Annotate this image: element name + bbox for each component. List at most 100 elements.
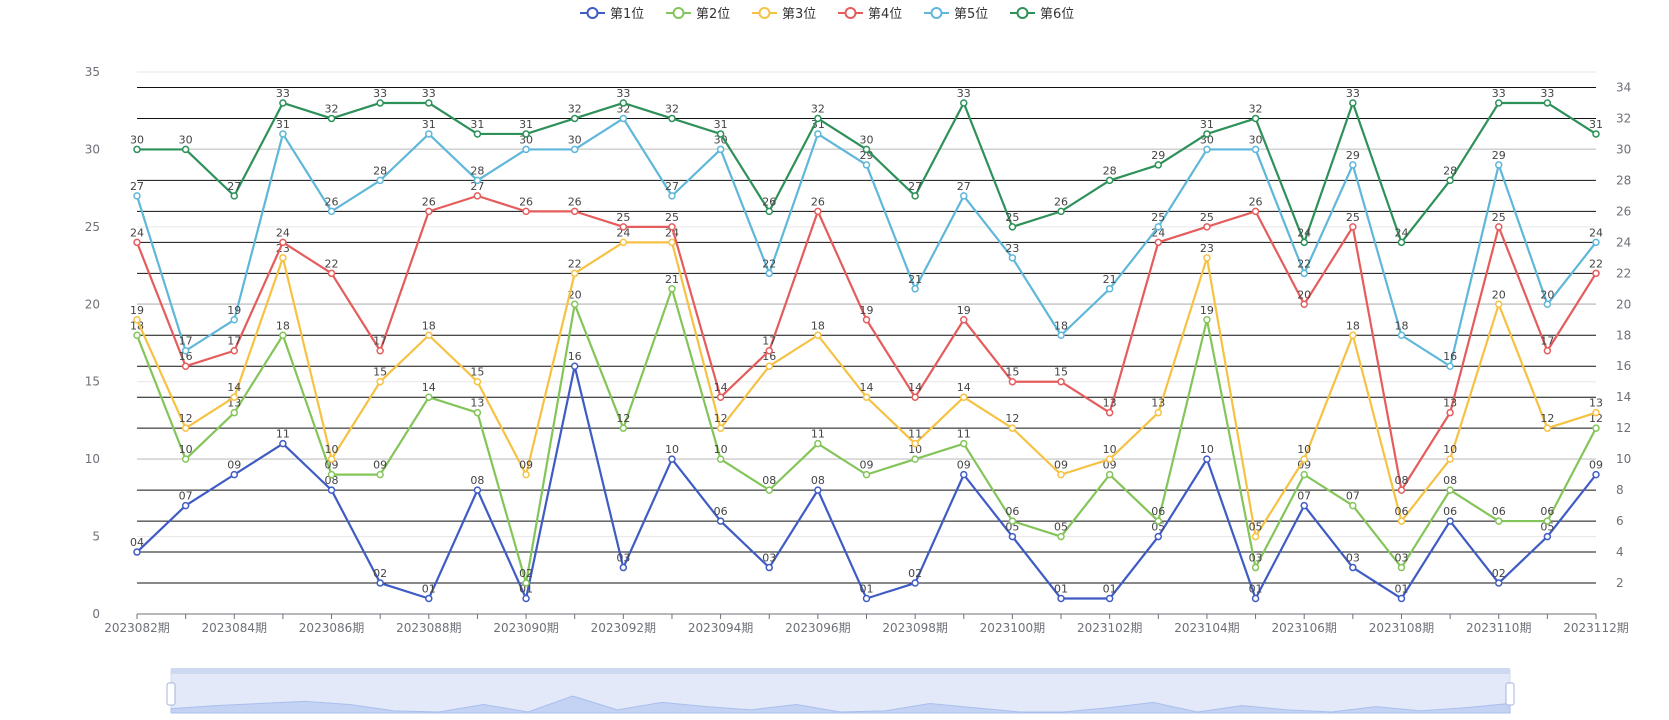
data-point[interactable] <box>1154 223 1163 231</box>
data-point[interactable] <box>911 439 919 448</box>
data-point[interactable] <box>181 424 190 432</box>
data-point[interactable] <box>1251 114 1260 123</box>
data-point[interactable] <box>181 145 190 154</box>
zoom-handle-right[interactable] <box>1505 682 1515 706</box>
data-point[interactable] <box>814 114 822 123</box>
data-point[interactable] <box>1592 424 1600 432</box>
data-point[interactable] <box>522 130 530 138</box>
data-point[interactable] <box>1057 532 1065 541</box>
data-point[interactable] <box>716 455 725 463</box>
data-point[interactable] <box>765 269 773 278</box>
data-point[interactable] <box>1349 99 1357 107</box>
data-point[interactable] <box>279 439 287 448</box>
data-point[interactable] <box>619 563 628 572</box>
data-point[interactable] <box>814 331 822 340</box>
data-point[interactable] <box>619 223 628 231</box>
data-point[interactable] <box>376 176 384 185</box>
data-point[interactable] <box>765 207 773 216</box>
data-point[interactable] <box>814 439 822 448</box>
data-point[interactable] <box>473 192 482 200</box>
data-point[interactable] <box>619 99 628 107</box>
data-point[interactable] <box>1154 517 1163 525</box>
data-point[interactable] <box>911 455 919 463</box>
data-point[interactable] <box>570 300 579 309</box>
data-point[interactable] <box>425 130 433 138</box>
data-point[interactable] <box>1154 238 1163 247</box>
legend-item-4[interactable]: 第4位 <box>838 7 902 22</box>
data-point[interactable] <box>765 346 773 355</box>
data-point[interactable] <box>1543 300 1552 309</box>
data-point[interactable] <box>911 285 919 293</box>
data-point[interactable] <box>1057 331 1065 340</box>
legend-item-6[interactable]: 第6位 <box>1010 7 1074 22</box>
data-point[interactable] <box>230 316 239 324</box>
data-point[interactable] <box>1251 532 1260 541</box>
zoom-handle-left[interactable] <box>166 682 176 706</box>
data-point[interactable] <box>230 346 239 355</box>
data-point[interactable] <box>668 114 676 123</box>
data-point[interactable] <box>522 594 530 603</box>
data-point[interactable] <box>1105 285 1114 293</box>
data-point[interactable] <box>1057 470 1065 479</box>
data-point[interactable] <box>814 486 822 494</box>
data-point[interactable] <box>911 393 919 401</box>
data-point[interactable] <box>1446 408 1454 417</box>
data-point[interactable] <box>425 331 433 340</box>
data-point[interactable] <box>1251 563 1260 572</box>
data-point[interactable] <box>1397 486 1406 494</box>
legend-item-2[interactable]: 第2位 <box>666 7 730 22</box>
data-point[interactable] <box>1154 532 1163 541</box>
data-point[interactable] <box>1008 532 1017 541</box>
data-point[interactable] <box>1105 594 1114 603</box>
data-point[interactable] <box>1203 316 1211 324</box>
data-point[interactable] <box>1251 594 1260 603</box>
legend-item-1[interactable]: 第1位 <box>580 7 644 22</box>
data-point[interactable] <box>473 130 482 138</box>
data-point[interactable] <box>1446 486 1454 494</box>
data-point[interactable] <box>1057 377 1065 386</box>
data-point[interactable] <box>1397 238 1406 247</box>
data-point[interactable] <box>1300 455 1308 463</box>
data-point[interactable] <box>1154 408 1163 417</box>
data-point[interactable] <box>716 393 725 401</box>
data-point[interactable] <box>425 99 433 107</box>
data-point[interactable] <box>425 594 433 603</box>
data-point[interactable] <box>716 130 725 138</box>
data-point[interactable] <box>133 192 141 200</box>
data-point[interactable] <box>716 424 725 432</box>
data-point[interactable] <box>181 455 190 463</box>
data-point[interactable] <box>1494 517 1503 525</box>
data-point[interactable] <box>1008 424 1017 432</box>
data-point[interactable] <box>230 470 239 479</box>
data-point[interactable] <box>1592 470 1600 479</box>
data-point[interactable] <box>668 223 676 231</box>
data-point[interactable] <box>133 316 141 324</box>
data-point[interactable] <box>279 254 287 262</box>
data-point[interactable] <box>1349 331 1357 340</box>
data-point[interactable] <box>765 563 773 572</box>
data-point[interactable] <box>1154 161 1163 169</box>
data-point[interactable] <box>1592 408 1600 417</box>
data-point[interactable] <box>376 377 384 386</box>
data-point[interactable] <box>1300 300 1308 309</box>
data-point[interactable] <box>862 393 871 401</box>
data-point[interactable] <box>1494 99 1503 107</box>
data-point[interactable] <box>1446 176 1454 185</box>
data-point[interactable] <box>133 145 141 154</box>
data-point[interactable] <box>1397 563 1406 572</box>
data-point[interactable] <box>1543 99 1552 107</box>
data-point[interactable] <box>1008 223 1017 231</box>
data-point[interactable] <box>1349 161 1357 169</box>
data-point[interactable] <box>279 130 287 138</box>
data-point[interactable] <box>327 207 336 216</box>
data-point[interactable] <box>230 408 239 417</box>
data-point[interactable] <box>1203 130 1211 138</box>
data-point[interactable] <box>765 486 773 494</box>
data-point[interactable] <box>1543 517 1552 525</box>
data-point[interactable] <box>1446 517 1454 525</box>
data-point[interactable] <box>473 486 482 494</box>
data-point[interactable] <box>1397 594 1406 603</box>
data-point[interactable] <box>425 393 433 401</box>
data-point[interactable] <box>522 470 530 479</box>
data-point[interactable] <box>522 145 530 154</box>
